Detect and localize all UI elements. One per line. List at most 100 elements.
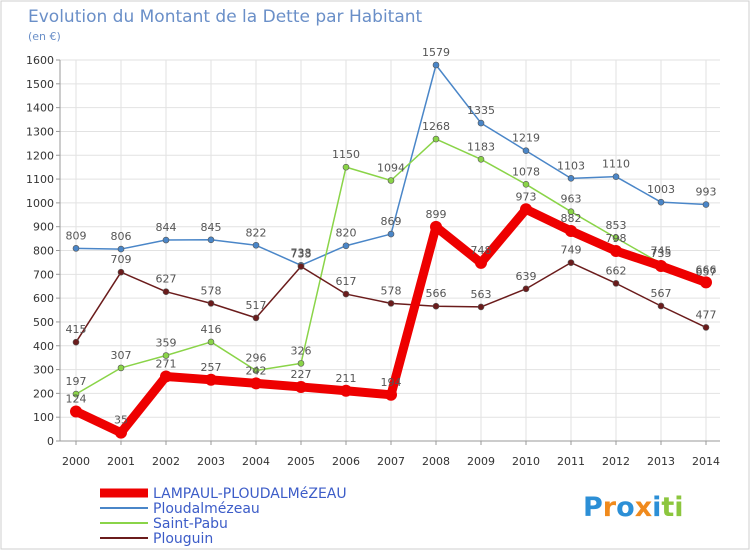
data-label: 666 xyxy=(696,263,717,276)
data-label: 567 xyxy=(651,287,672,300)
series-point xyxy=(432,302,440,310)
data-label: 1103 xyxy=(557,159,585,172)
series-point xyxy=(72,390,80,398)
data-label: 296 xyxy=(246,352,267,365)
grid-lines xyxy=(59,59,720,442)
data-label: 822 xyxy=(246,226,267,239)
series-point xyxy=(342,163,350,171)
x-tick-label: 2001 xyxy=(107,455,135,468)
y-tick-label: 1300 xyxy=(26,125,54,138)
x-tick-label: 2013 xyxy=(647,455,675,468)
data-label: 809 xyxy=(66,229,87,242)
series-point xyxy=(657,302,665,310)
y-tick-label: 100 xyxy=(33,411,54,424)
logo-letter: r xyxy=(603,492,617,523)
series-point xyxy=(162,288,170,295)
logo-text: Proxiti xyxy=(583,492,684,523)
logo-letter: t xyxy=(661,492,674,523)
series-point xyxy=(612,173,620,180)
series-point xyxy=(252,241,260,249)
series-point xyxy=(612,234,620,242)
series-point xyxy=(475,256,487,269)
series-point xyxy=(657,198,665,206)
data-label: 566 xyxy=(426,287,447,300)
series-point xyxy=(72,338,80,346)
series-point xyxy=(477,303,485,311)
series-point xyxy=(117,268,125,276)
data-label: 1219 xyxy=(512,132,540,145)
x-tick-label: 2002 xyxy=(152,455,180,468)
x-tick-label: 2014 xyxy=(692,455,720,468)
x-tick-label: 2006 xyxy=(332,455,360,468)
data-label: 738 xyxy=(291,246,312,259)
y-axis-ticks: 0 100 200 300 400 500 600 700 800 900 1000 1100 1200… xyxy=(26,54,60,448)
data-label: 639 xyxy=(516,270,537,283)
data-label: 657 xyxy=(696,266,717,279)
y-tick-label: 900 xyxy=(33,221,54,234)
data-label: 662 xyxy=(606,264,627,277)
series-point xyxy=(565,224,577,237)
data-label: 899 xyxy=(426,208,447,221)
data-label: 627 xyxy=(156,273,177,286)
data-label: 517 xyxy=(246,299,267,312)
series-point xyxy=(342,290,350,298)
series-point xyxy=(387,177,395,184)
data-label: 749 xyxy=(561,244,582,257)
series-point xyxy=(567,175,575,182)
logo-letter: o xyxy=(616,492,635,523)
data-label: 617 xyxy=(336,275,357,288)
data-label: 359 xyxy=(156,337,177,350)
data-label: 973 xyxy=(516,190,537,203)
y-tick-label: 1200 xyxy=(26,149,54,162)
data-label: 415 xyxy=(66,323,87,336)
legend-label: Plouguin xyxy=(153,531,213,547)
series-point xyxy=(162,236,170,244)
x-tick-label: 2011 xyxy=(557,455,585,468)
series-point xyxy=(70,405,82,418)
data-label: 745 xyxy=(651,245,672,258)
logo-letter: P xyxy=(583,492,603,523)
series-point xyxy=(252,314,260,322)
x-tick-label: 2009 xyxy=(467,455,495,468)
series-point xyxy=(385,388,397,401)
logo-letter: i xyxy=(674,492,683,523)
series-point xyxy=(700,276,712,289)
x-tick-label: 2000 xyxy=(62,455,90,468)
series-point xyxy=(477,155,485,163)
y-tick-label: 1600 xyxy=(26,54,54,67)
series-point xyxy=(72,245,80,252)
x-tick-label: 2012 xyxy=(602,455,630,468)
data-label: 869 xyxy=(381,215,402,228)
data-label: 748 xyxy=(471,244,492,257)
series-point xyxy=(387,300,395,307)
y-tick-label: 600 xyxy=(33,292,54,305)
data-label: 211 xyxy=(336,372,357,385)
series-point xyxy=(612,280,620,287)
series-point xyxy=(520,203,532,216)
data-label: 733 xyxy=(291,247,312,260)
series-point xyxy=(610,244,622,257)
data-label: 853 xyxy=(606,219,627,232)
proxiti-logo: Proxiti xyxy=(583,492,684,523)
data-label: 1078 xyxy=(512,165,540,178)
data-label: 578 xyxy=(201,284,222,297)
series-point xyxy=(295,380,307,393)
data-label: 197 xyxy=(66,375,87,388)
y-tick-label: 1500 xyxy=(26,78,54,91)
data-label: 1150 xyxy=(332,148,360,161)
series-point xyxy=(432,135,440,143)
data-label: 993 xyxy=(696,186,717,199)
x-axis-ticks: 2000 2001 2002 2003 2004 2005 2006 2007 2008 2009… xyxy=(62,441,720,468)
series-point xyxy=(207,236,215,244)
y-tick-label: 1400 xyxy=(26,102,54,115)
data-label: 845 xyxy=(201,221,222,234)
y-tick-label: 500 xyxy=(33,316,54,329)
series-point xyxy=(207,300,215,307)
series-point xyxy=(430,220,442,233)
legend-label: Ploudalmézeau xyxy=(153,501,260,517)
y-tick-label: 1000 xyxy=(26,197,54,210)
chart-title: Evolution du Montant de la Dette par Hab… xyxy=(28,7,423,27)
legend-label: LAMPAUL-PLOUDALMéZEAU xyxy=(153,486,347,502)
